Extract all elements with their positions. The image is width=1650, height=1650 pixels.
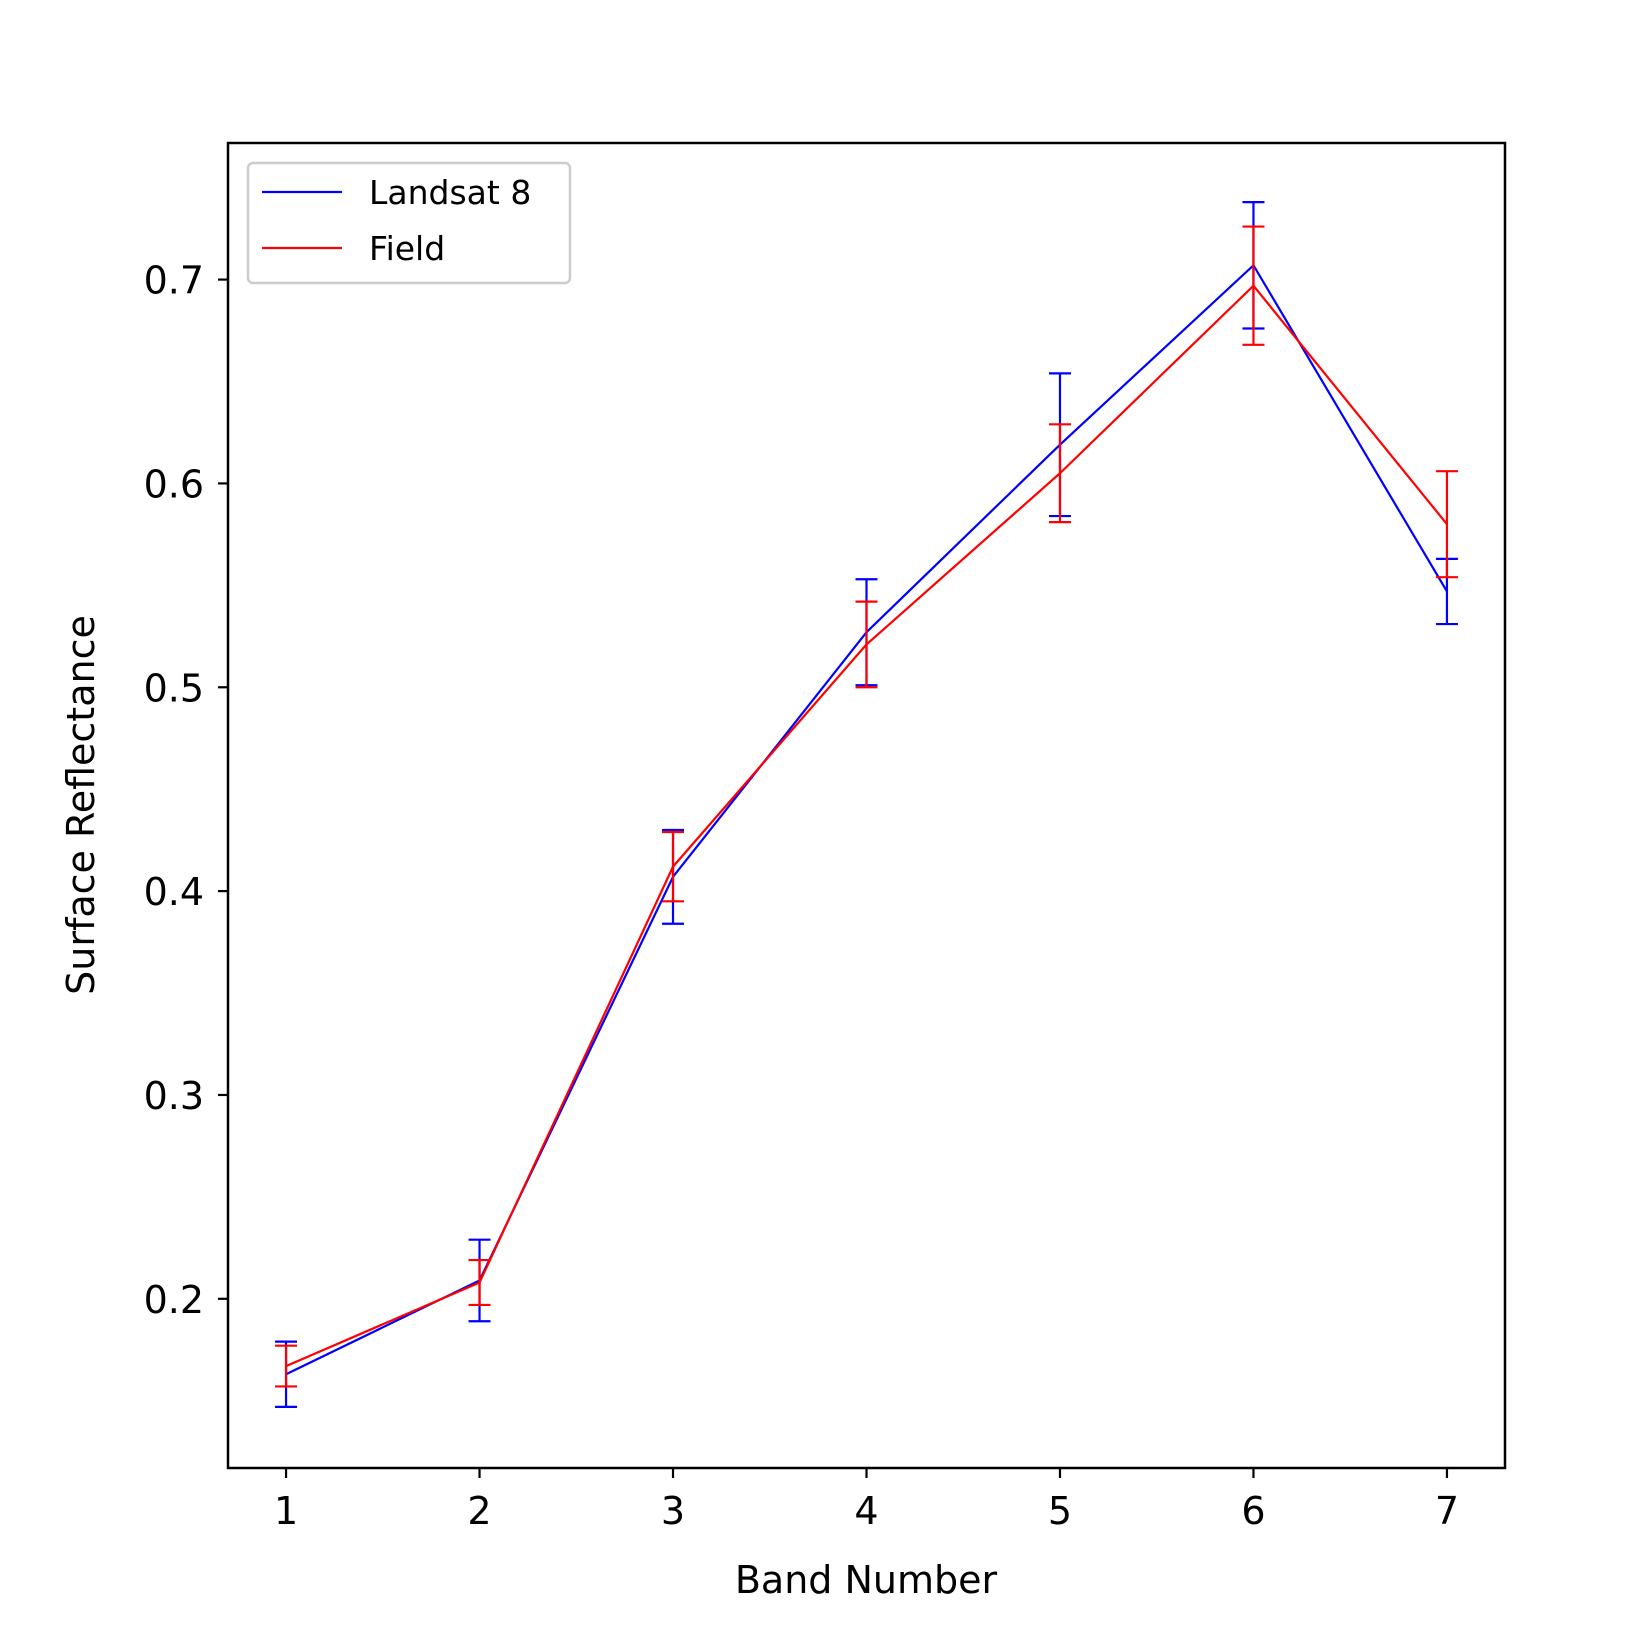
x-tick-label: 2 (467, 1489, 491, 1533)
x-tick-label: 3 (661, 1489, 685, 1533)
y-axis-label: Surface Reflectance (59, 615, 103, 995)
legend-label-landsat-8: Landsat 8 (369, 173, 531, 212)
legend-label-field: Field (369, 229, 445, 268)
plot-area (228, 143, 1505, 1468)
x-tick-label: 1 (274, 1489, 298, 1533)
y-tick-label: 0.3 (144, 1074, 204, 1118)
data-layer (275, 201, 1458, 1408)
x-tick-label: 7 (1435, 1489, 1459, 1533)
y-tick-label: 0.6 (144, 462, 204, 506)
legend: Landsat 8 Field (246, 161, 572, 285)
x-axis-label: Band Number (735, 1558, 998, 1602)
y-tick-label: 0.4 (144, 870, 204, 914)
y-axis-ticks: 0.2 0.3 0.4 0.5 0.6 0.7 (144, 259, 228, 1322)
x-tick-label: 6 (1241, 1489, 1265, 1533)
y-tick-label: 0.2 (144, 1278, 204, 1322)
series-field (275, 225, 1458, 1388)
x-tick-label: 5 (1048, 1489, 1072, 1533)
y-tick-label: 0.5 (144, 666, 204, 710)
x-axis-ticks: 1 2 3 4 5 6 7 (274, 1468, 1459, 1533)
y-tick-label: 0.7 (144, 259, 204, 303)
x-tick-label: 4 (854, 1489, 878, 1533)
series-line-field (285, 284, 1448, 1368)
